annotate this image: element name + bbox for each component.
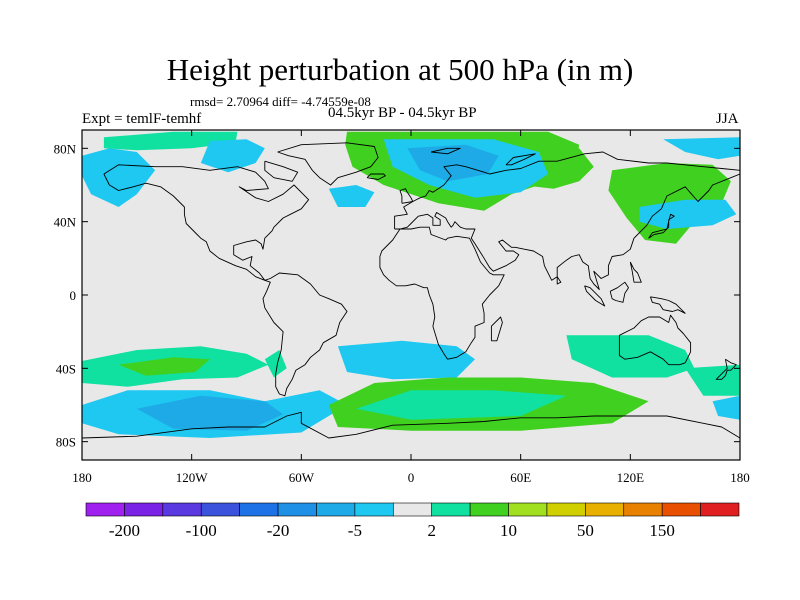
colorbar-swatch (239, 502, 279, 517)
coastline-sumatra (584, 285, 606, 307)
coastline-japan (648, 213, 675, 239)
colorbar-swatch (700, 502, 740, 517)
lat-tick-label: 0 (70, 288, 77, 303)
colorbar-label: 10 (500, 521, 517, 540)
colorbar-swatch (661, 502, 701, 517)
coastline-novaya-zemlya (505, 153, 536, 166)
coastline-baffin (264, 160, 299, 182)
colorbar-label: 2 (427, 521, 436, 540)
coastline-greenland (277, 142, 379, 186)
anomaly-southern-ocean-positive-inner (356, 390, 567, 420)
colorbar-swatch (431, 502, 471, 517)
colorbar-swatch (508, 502, 548, 517)
lon-tick-label: 180 (730, 470, 750, 485)
coastline-borneo (609, 281, 629, 303)
anomaly-north-atlantic-negative (328, 185, 375, 207)
coastline-philippines (629, 261, 642, 283)
lat-tick-label: 80S (56, 435, 76, 450)
coastline-australia (618, 314, 692, 366)
coastline-eurasia (394, 151, 740, 229)
colorbar-swatch (277, 502, 317, 517)
coastline-antarctica (82, 411, 740, 439)
colorbar-label: 50 (577, 521, 594, 540)
anomaly-scandinavia-negative (407, 144, 499, 182)
colorbar-label: -200 (109, 521, 140, 540)
lat-tick-label: 80N (54, 141, 77, 156)
anomaly-south-atlantic-negative (337, 340, 475, 380)
coastline-africa (379, 226, 505, 360)
colorbar: -200 -100 -20 -5 2 10 50 150 (85, 502, 740, 540)
colorbar-label: 150 (649, 521, 675, 540)
colorbar-swatch (546, 502, 586, 517)
plot-title: Height perturbation at 500 hPa (in m) (166, 52, 634, 87)
colorbar-swatch (469, 502, 509, 517)
colorbar-swatch (585, 502, 625, 517)
lat-tick-label: 40S (56, 361, 76, 376)
anomaly-far-east-arctic-negative (663, 137, 740, 160)
coastline-iceland (366, 173, 386, 180)
anomaly-north-america-negative (200, 139, 265, 173)
coastline-svalbard (431, 147, 461, 155)
anomaly-north-pacific-negative (82, 148, 156, 207)
lon-tick-label: 60W (289, 470, 315, 485)
anomaly-north-pacific-east-negative (639, 199, 737, 229)
lat-tick-label: 40N (54, 215, 77, 230)
lon-tick-label: 0 (408, 470, 415, 485)
colorbar-label: -5 (348, 521, 362, 540)
season-label: JJA (716, 111, 739, 127)
coastline-south-america (262, 272, 348, 397)
anomaly-south-america-west-positive (264, 350, 287, 378)
colorbar-swatch (162, 502, 202, 517)
colorbar-swatch (354, 502, 394, 517)
coastline-layer (82, 142, 740, 439)
coastline-eurasia-south (394, 173, 740, 290)
lon-tick-label: 120E (617, 470, 645, 485)
coastline-new-zealand (715, 358, 737, 380)
latitude-axis: 80N 40N 0 40S 80S (54, 141, 740, 450)
colorbar-swatch (124, 502, 164, 517)
longitude-axis: 180 120W 60W 0 60E 120E 180 (72, 130, 750, 485)
rmsd-diff-stats: rmsd= 2.70964 diff= -4.74559e-08 (190, 94, 371, 109)
lon-tick-label: 180 (72, 470, 92, 485)
anomaly-south-indian-positive (566, 335, 695, 378)
coastline-madagascar (490, 316, 503, 342)
anomaly-north-pacific-arctic-positive (103, 131, 238, 151)
colorbar-swatch (85, 502, 125, 517)
colorbar-swatch (316, 502, 356, 517)
coastline-british-isles (399, 188, 414, 204)
colorbar-swatch (200, 502, 240, 517)
period-label: 04.5kyr BP - 04.5kyr BP (328, 105, 477, 121)
colorbar-label: -100 (186, 521, 217, 540)
coastline-sri-lanka (556, 276, 562, 285)
coastline-north-america (103, 164, 310, 281)
experiment-label: Expt = temlF-temhf (82, 111, 202, 127)
colorbar-label: -20 (267, 521, 290, 540)
anomaly-southern-ocean-negative-core (136, 395, 284, 431)
colorbar-swatch (392, 502, 433, 517)
anomaly-south-pacific-inner-positive (118, 357, 210, 376)
coastline-new-guinea (649, 296, 686, 314)
anomaly-south-pacific-east-negative (712, 395, 740, 420)
lon-tick-label: 60E (510, 470, 531, 485)
colorbar-swatch (623, 502, 663, 517)
lon-tick-label: 120W (176, 470, 209, 485)
